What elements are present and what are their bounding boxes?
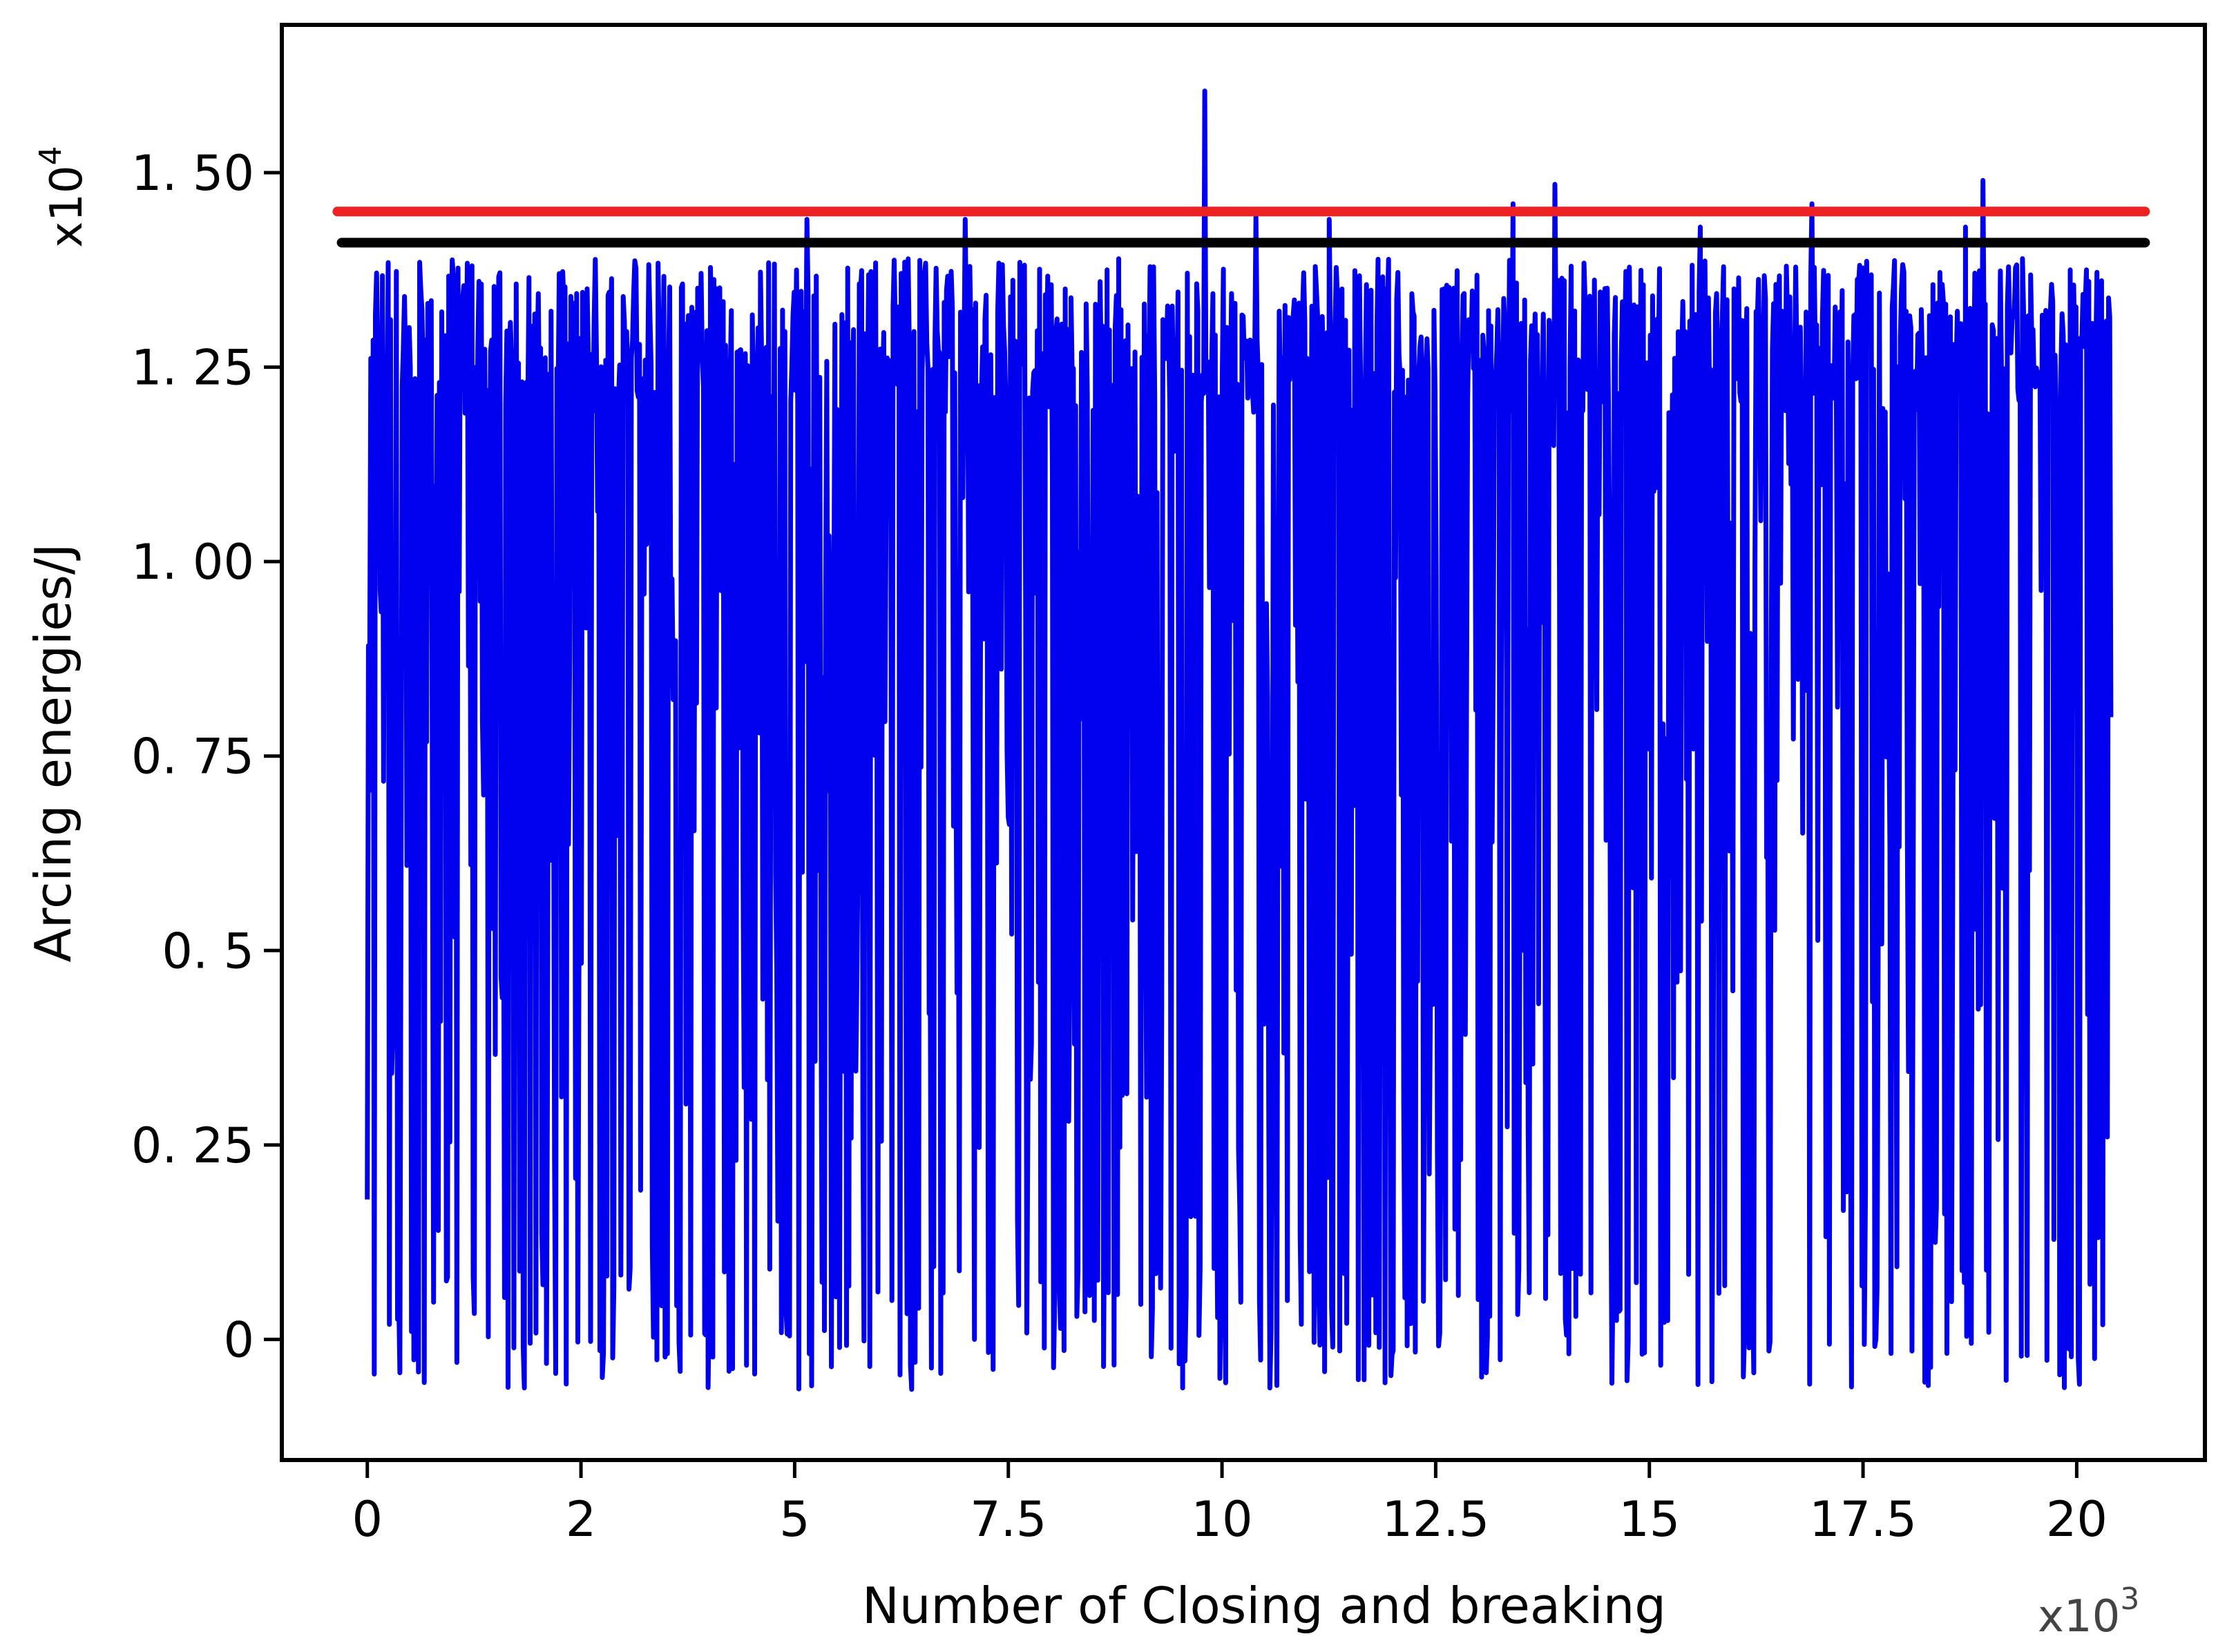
x-tick-label-1: 2 bbox=[566, 1491, 597, 1548]
y-axis: 0 0. 25 0. 5 0. 75 1. 00 1. 25 1. 50 bbox=[131, 145, 282, 1368]
x-tick-label-8: 20 bbox=[2046, 1491, 2108, 1548]
x-tick-label-5: 12.5 bbox=[1382, 1491, 1489, 1548]
x-tick-label-3: 7.5 bbox=[970, 1491, 1047, 1548]
y-tick-label-5: 1. 25 bbox=[131, 340, 254, 396]
y-multiplier-base: x10 bbox=[41, 165, 93, 247]
y-tick-label-4: 1. 00 bbox=[131, 534, 254, 590]
x-tick-label-2: 5 bbox=[779, 1491, 810, 1548]
y-tick-label-2: 0. 5 bbox=[162, 923, 254, 979]
y-tick-label-1: 0. 25 bbox=[131, 1117, 254, 1174]
y-tick-label-6: 1. 50 bbox=[131, 145, 254, 202]
y-axis-label: Arcing energies/J bbox=[24, 544, 82, 963]
x-axis-label: Number of Closing and breaking bbox=[862, 1577, 1666, 1635]
x-tick-label-4: 10 bbox=[1192, 1491, 1253, 1548]
x-tick-label-7: 17.5 bbox=[1809, 1491, 1917, 1548]
y-tick-label-0: 0 bbox=[223, 1312, 254, 1368]
y-multiplier-exponent: 4 bbox=[33, 146, 68, 165]
plot-marks bbox=[332, 88, 2150, 1392]
x-axis: 0 2 5 7.5 10 12.5 15 17.5 20 bbox=[352, 1460, 2108, 1548]
x-multiplier-label: x103 bbox=[2038, 1582, 2139, 1642]
x-multiplier-exponent: 3 bbox=[2120, 1582, 2139, 1617]
x-tick-label-0: 0 bbox=[352, 1491, 383, 1548]
y-multiplier-label: x104 bbox=[33, 146, 93, 247]
x-multiplier-base: x10 bbox=[2038, 1591, 2120, 1642]
y-tick-label-3: 0. 75 bbox=[131, 729, 254, 785]
x-tick-label-6: 15 bbox=[1618, 1491, 1680, 1548]
plot-frame bbox=[280, 23, 2207, 1462]
series-signal-line bbox=[365, 88, 2114, 1392]
